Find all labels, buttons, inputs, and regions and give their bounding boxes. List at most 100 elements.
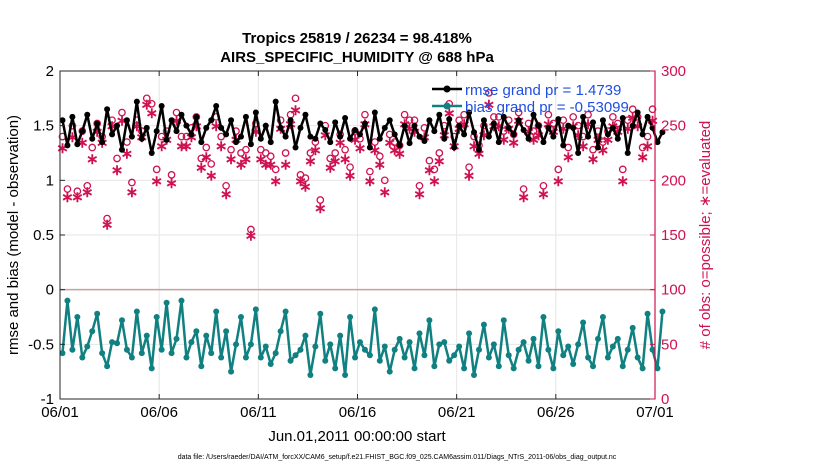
rmse-point [466,109,473,116]
rmse-point [480,117,487,124]
bias-point [312,343,319,350]
obs-possible-marker [519,185,528,193]
bias-point [153,314,160,320]
obs-possible-marker [415,181,424,190]
bias-point [89,328,96,335]
bias-point [114,340,121,347]
rmse-point [590,119,597,126]
obs-evaluated-marker: ∗ [205,167,218,184]
bias-point [634,354,641,361]
bias-point [361,346,368,353]
rmse-point [634,109,641,116]
rmse-point [193,113,200,120]
obs-evaluated-marker: ∗ [165,175,178,192]
rmse-point [599,117,606,124]
rmse-point [347,135,354,142]
obs-possible-marker [291,94,300,103]
rmse-series-layer [59,98,666,156]
bias-point [391,346,398,353]
rmse-point [228,117,235,124]
obs-evaluated-marker: ∗ [235,156,248,173]
rmse-point [317,120,324,127]
y2-tick-label: 250 [661,118,686,135]
rmse-point [411,122,418,129]
y-tick-label: 1 [46,172,54,189]
rmse-point [550,133,557,140]
bias-point [237,314,244,320]
rmse-point [624,150,631,156]
bias-point [426,317,433,324]
rmse-point [649,124,656,131]
rmse-point [312,135,319,142]
obs-possible-marker [157,132,166,141]
rmse-point [366,144,373,151]
obs-evaluated-marker: ∗ [378,184,391,201]
rmse-point [302,111,309,118]
obs-evaluated-marker: ∗ [433,153,446,170]
bias-series-line [61,299,664,377]
bias-point [158,346,165,353]
bias-point [505,352,512,359]
bias-point [585,354,592,361]
bias-point [208,350,215,357]
rmse-point [79,128,86,135]
y2-tick-label: 0 [661,391,669,408]
bias-point [322,357,329,364]
bias-point [223,328,230,335]
obs-evaluated-marker: ∗ [71,189,84,206]
rmse-point [327,139,334,146]
bias-point [69,346,76,353]
bias-point [550,365,557,372]
bias-point [431,363,438,370]
bias-point [485,354,492,361]
rmse-point [371,109,378,116]
obs-possible-marker [247,225,255,234]
obs-possible-marker [281,149,290,157]
obs-possible-marker [425,156,434,165]
bias-point [356,339,363,346]
bias-point [570,361,577,368]
obs-possible-marker [147,99,156,108]
legend-rmse-marker [443,85,451,93]
bias-point [451,352,458,359]
rmse-point [123,117,130,124]
bias-point [218,354,225,361]
obs-possible-marker [128,178,136,187]
bias-point [128,354,135,361]
rmse-point [257,135,264,142]
rmse-point [208,117,215,124]
rmse-point [352,127,359,134]
data-file-footer: data file: /Users/raeder/DAI/ATM_forcXX/… [178,454,617,461]
bias-point [545,346,552,353]
rmse-point [252,109,259,116]
bias-point [262,343,269,350]
bias-point [272,350,279,357]
rmse-point [401,122,408,129]
bias-point [347,314,354,320]
bias-point [500,317,507,324]
bias-point [203,332,210,339]
rmse-point [322,127,329,134]
y2-tick-label: 200 [661,172,686,189]
obs-possible-marker [346,163,354,172]
obs-possible-marker [142,94,151,103]
obs-evaluated-marker: ∗ [140,96,153,113]
bias-point [99,350,106,357]
rmse-point [431,128,438,135]
bias-point [193,328,200,335]
rmse-point [406,140,413,147]
bias-point [138,350,145,357]
rmse-point [104,106,111,113]
rmse-point [609,124,616,131]
bias-point [282,308,289,315]
rmse-point [659,129,666,136]
bias-point [515,346,522,353]
rmse-point [515,117,522,124]
rmse-point [118,146,125,153]
rmse-point [575,150,582,156]
obs-possible-marker [405,116,414,125]
rmse-point [570,124,577,131]
y-tick-label: 2 [46,63,54,80]
bias-point [446,357,453,364]
